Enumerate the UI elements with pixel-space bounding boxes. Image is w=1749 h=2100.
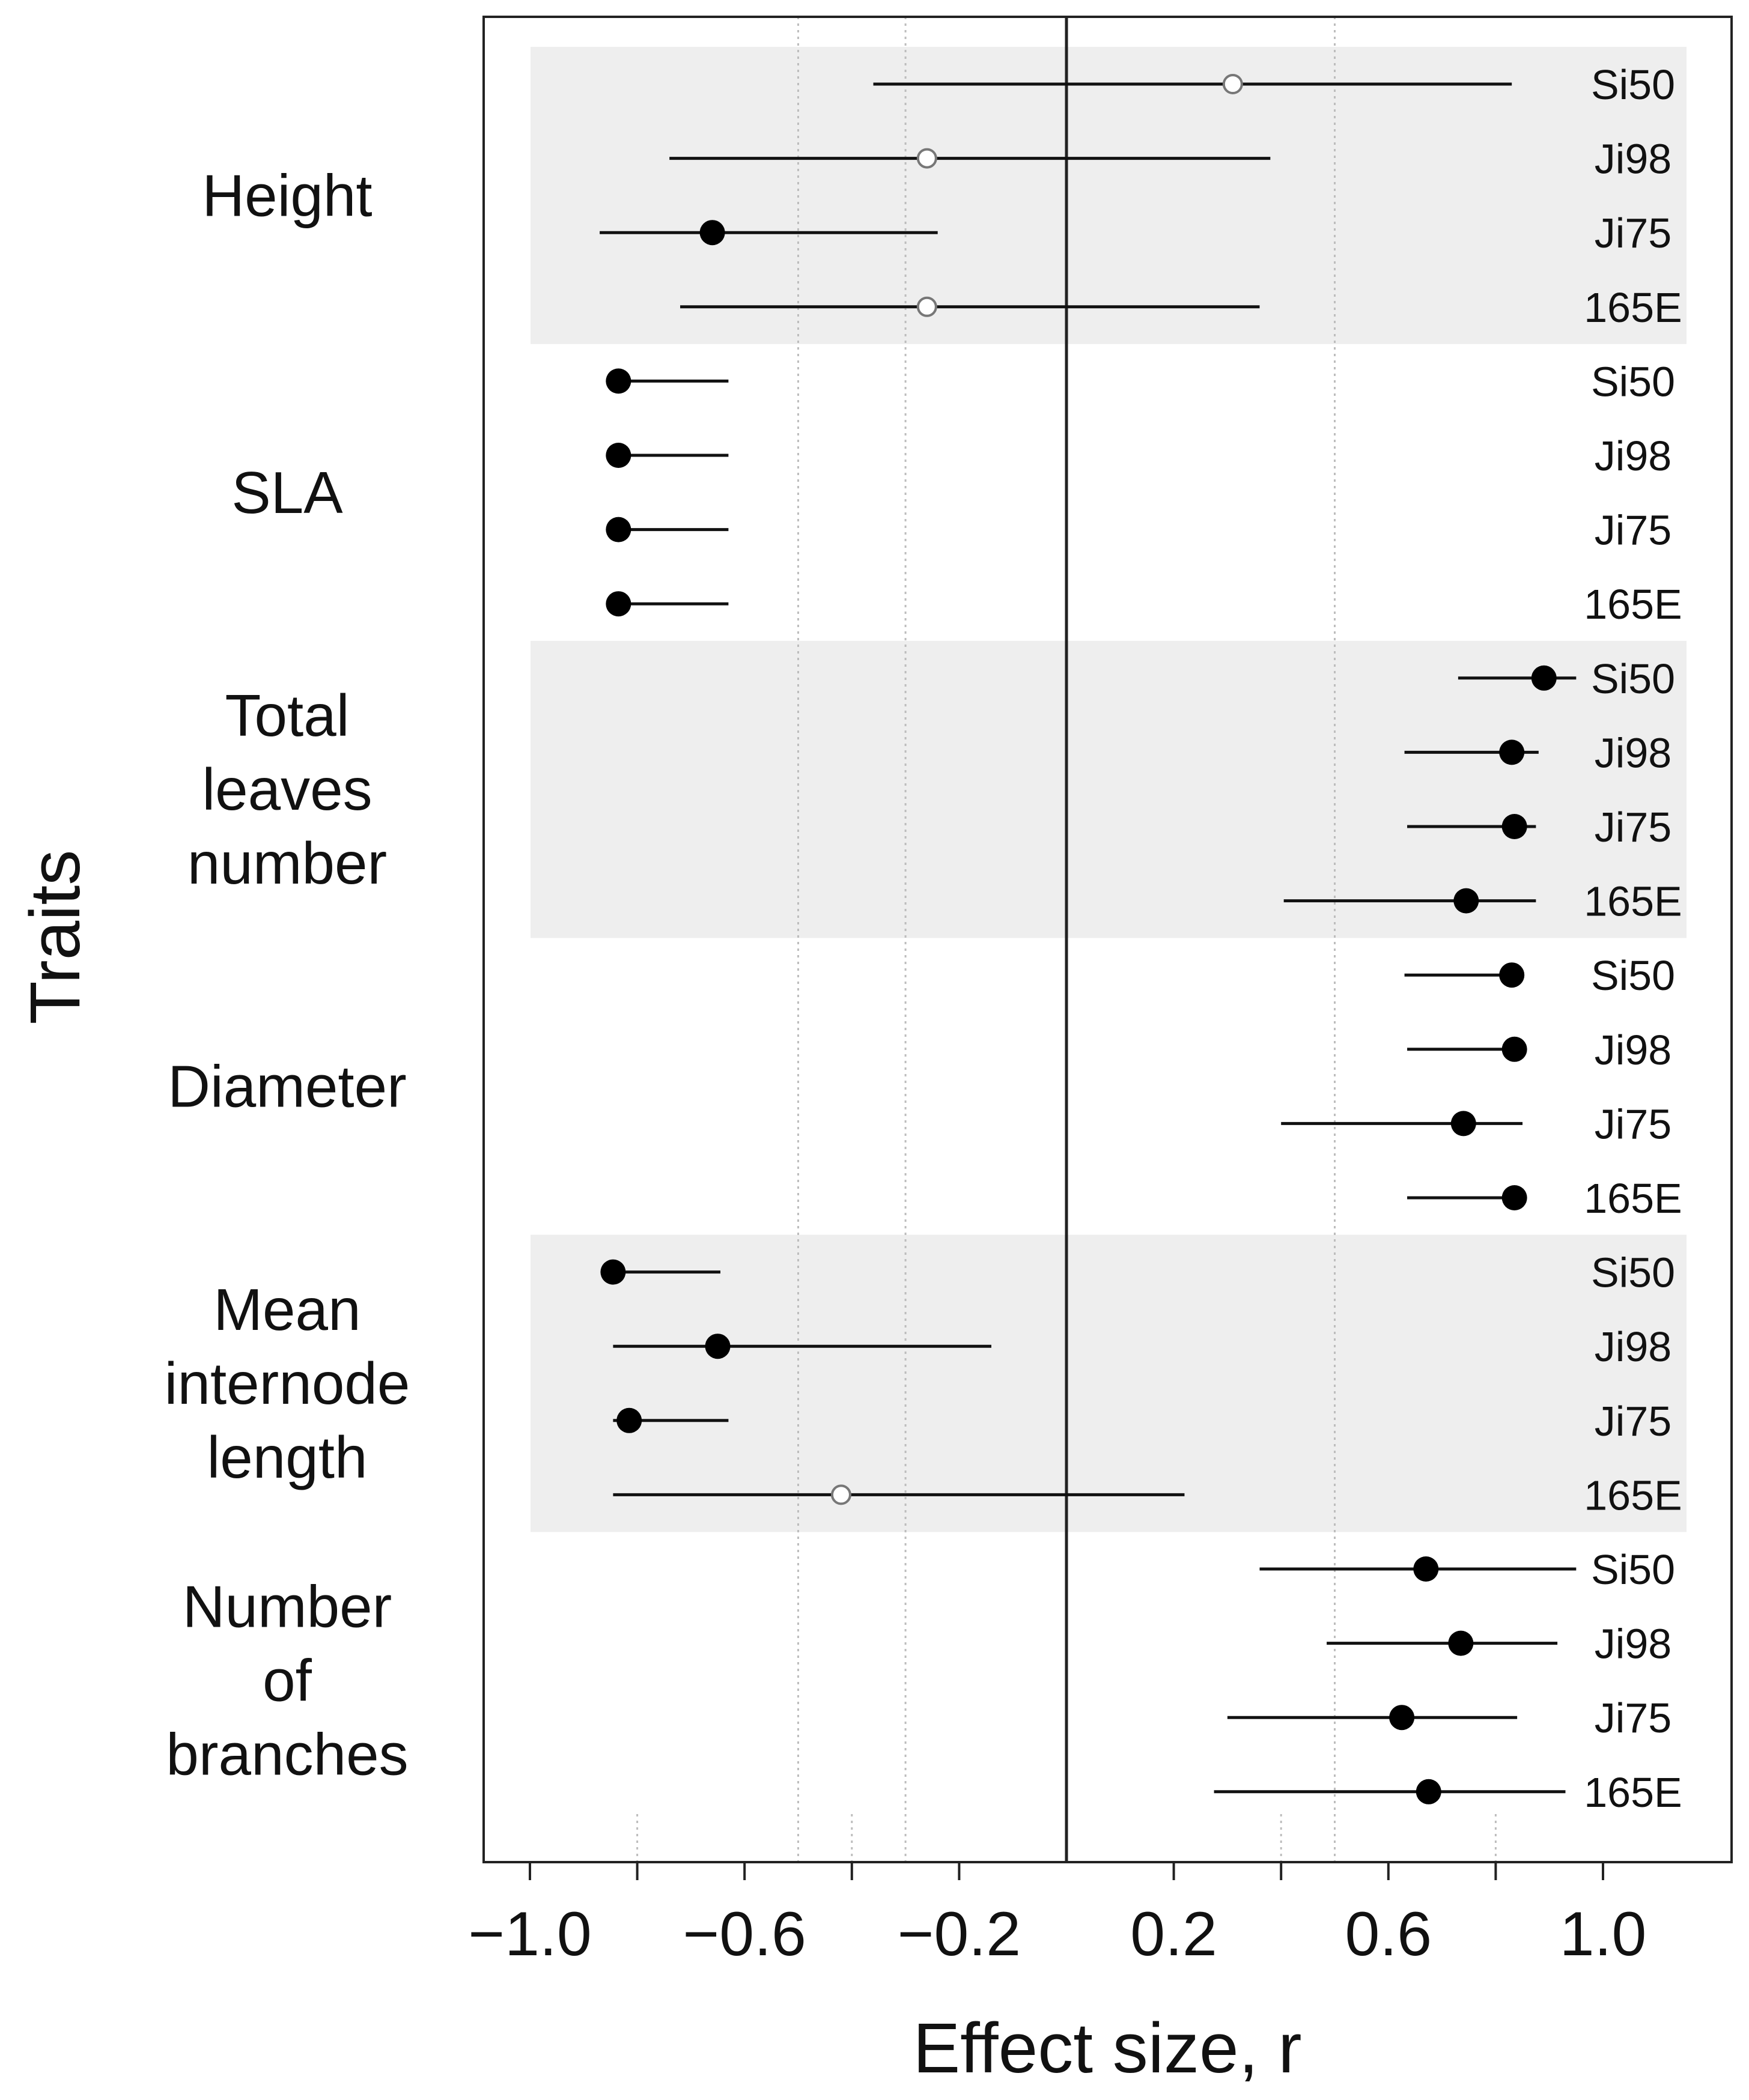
strain-label: Ji98 [1595, 1621, 1671, 1668]
trait-label: Number [183, 1573, 392, 1639]
strain-label: Si50 [1591, 61, 1675, 108]
x-tick-label: 0.6 [1345, 1899, 1432, 1969]
estimate-point [1416, 1779, 1441, 1804]
trait-label: internode [165, 1350, 410, 1416]
estimate-point [600, 1259, 626, 1285]
trait-label: leaves [202, 756, 372, 822]
estimate-point [616, 1407, 642, 1433]
estimate-point [1501, 1036, 1527, 1062]
strain-label: Si50 [1591, 1249, 1675, 1296]
strain-label: Si50 [1591, 1546, 1675, 1593]
trait-label: Total [225, 682, 349, 748]
x-tick-label: 1.0 [1560, 1899, 1647, 1969]
trait-label: number [187, 830, 387, 896]
trait-label: SLA [231, 460, 343, 526]
strain-label: Ji98 [1595, 1323, 1671, 1370]
estimate-point [916, 148, 937, 169]
estimate-point [606, 368, 631, 394]
trait-label: branches [166, 1721, 408, 1787]
trait-label: Mean [213, 1276, 360, 1343]
estimate-point [1389, 1705, 1415, 1731]
x-tick-label: −1.0 [468, 1899, 591, 1969]
estimate-point [1450, 1111, 1476, 1136]
strain-label: Ji98 [1595, 136, 1671, 183]
shaded-band [531, 1234, 1687, 1532]
estimate-point [1413, 1556, 1439, 1582]
estimate-point [606, 443, 631, 468]
strain-label: 165E [1584, 1472, 1682, 1519]
estimate-point [1448, 1630, 1474, 1656]
estimate-point [1501, 814, 1527, 839]
strain-label: Ji75 [1595, 804, 1671, 851]
trait-label: of [263, 1647, 312, 1713]
estimate-point [830, 1484, 851, 1505]
trait-label: Height [202, 162, 372, 228]
strain-label: Ji98 [1595, 432, 1671, 479]
estimate-point [1531, 665, 1557, 691]
x-tick-label: −0.6 [683, 1899, 806, 1969]
confidence-intervals [600, 82, 1577, 1794]
dotted-gridlines [636, 17, 1497, 1862]
x-axis-title: Effect size, r [913, 2009, 1301, 2088]
shaded-band [531, 640, 1687, 938]
strain-label: Ji75 [1595, 1100, 1671, 1147]
strain-labels: Si50 Ji98 Ji75 165E Si50 Ji98 Ji75 165E Si50 Ji98… [1584, 61, 1682, 1816]
estimate-point [1499, 962, 1525, 988]
strain-label: Ji75 [1595, 507, 1671, 554]
estimate-point [1501, 1185, 1527, 1210]
trait-labels: Height SLA Total leaves number Diameter Mean in… [165, 162, 410, 1787]
trait-label: Diameter [168, 1054, 407, 1120]
strain-label: 165E [1584, 284, 1682, 331]
strain-label: Ji75 [1595, 1695, 1671, 1741]
effect-estimates [600, 74, 1557, 1804]
strain-label: Si50 [1591, 358, 1675, 405]
strain-label: 165E [1584, 1769, 1682, 1816]
strain-label: Ji75 [1595, 1398, 1671, 1445]
estimate-point [1222, 74, 1243, 94]
estimate-point [606, 591, 631, 617]
estimate-point [1453, 888, 1479, 914]
estimate-point [916, 296, 937, 317]
x-axis: −1.0 −0.6 −0.2 0.2 0.6 1.0 [468, 1861, 1647, 1969]
strain-label: Si50 [1591, 952, 1675, 999]
estimate-point [705, 1334, 731, 1359]
x-tick-label: −0.2 [898, 1899, 1021, 1969]
strain-label: Ji98 [1595, 1027, 1671, 1073]
strain-label: 165E [1584, 581, 1682, 628]
strain-label: 165E [1584, 878, 1682, 925]
estimate-point [699, 220, 725, 246]
y-axis-title: Traits [16, 850, 95, 1025]
strain-label: Ji98 [1595, 729, 1671, 776]
shaded-bands [531, 47, 1687, 1532]
estimate-point [1499, 739, 1525, 765]
x-tick-label: 0.2 [1130, 1899, 1217, 1969]
estimate-point [606, 517, 631, 542]
strain-label: 165E [1584, 1175, 1682, 1222]
strain-label: Ji75 [1595, 210, 1671, 256]
trait-label: length [207, 1424, 367, 1490]
shaded-band [531, 47, 1687, 344]
strain-label: Si50 [1591, 655, 1675, 702]
